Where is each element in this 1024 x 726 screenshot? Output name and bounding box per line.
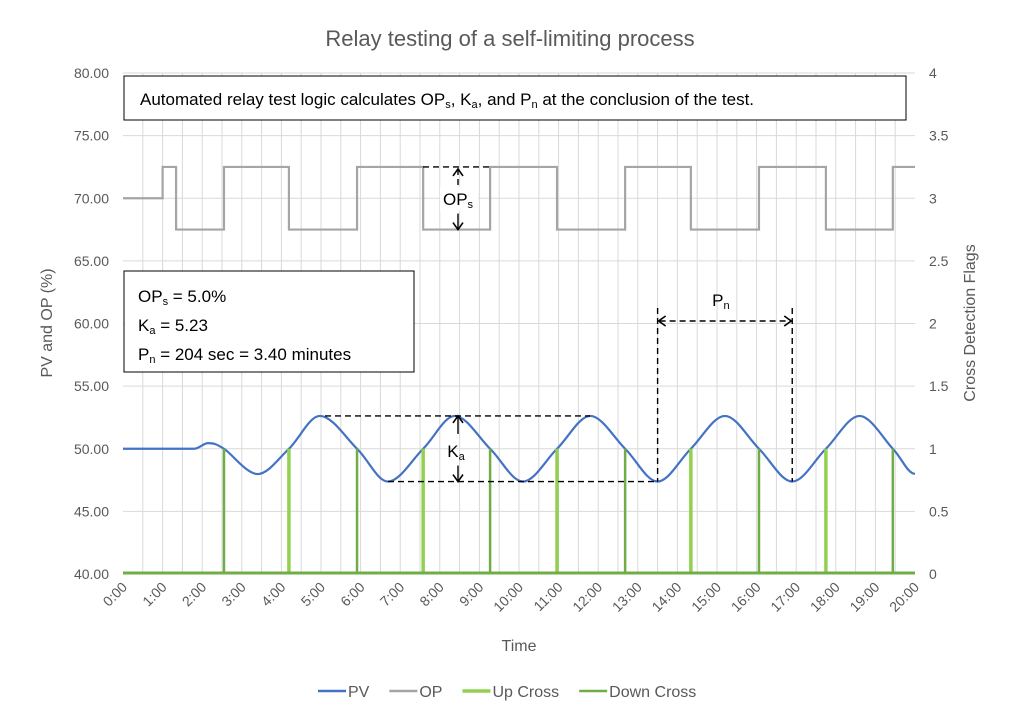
result-line: OPs = 5.0% xyxy=(138,287,226,308)
y-tick-label: 60.00 xyxy=(74,316,109,332)
y-tick-label: 65.00 xyxy=(74,253,109,269)
ops-arrow-up-icon xyxy=(452,167,464,177)
text-part: = 5.23 xyxy=(155,316,207,335)
x-tick-label: 6:00 xyxy=(337,579,368,610)
text-part: OP xyxy=(138,287,163,306)
legend-label-pv: PV xyxy=(348,684,370,701)
subscript: n xyxy=(724,300,730,312)
text-part: K xyxy=(447,442,459,461)
y2-tick-label: 1.5 xyxy=(929,378,949,394)
text-part: P xyxy=(712,291,723,310)
ops-arrow-down-icon xyxy=(452,222,464,231)
result-line: Ka = 5.23 xyxy=(138,316,208,337)
y-tick-label: 45.00 xyxy=(74,503,109,519)
x-tick-label: 16:00 xyxy=(728,579,764,615)
op-line xyxy=(123,165,915,231)
x-tick-label: 0:00 xyxy=(100,579,131,610)
x-tick-label: 17:00 xyxy=(767,579,803,615)
x-tick-label: 19:00 xyxy=(846,579,882,615)
x-tick-label: 14:00 xyxy=(648,579,684,615)
x-tick-label: 18:00 xyxy=(807,579,843,615)
annotations: Automated relay test logic calculates OP… xyxy=(123,75,907,483)
y2-tick-label: 3 xyxy=(929,190,937,206)
subscript: s xyxy=(445,99,451,111)
pn-arrow-right-icon xyxy=(783,315,793,327)
pn-arrow-left-icon xyxy=(657,315,667,327)
x-axis-title: Time xyxy=(502,638,537,655)
x-tick-label: 8:00 xyxy=(416,579,447,610)
y-tick-label: 40.00 xyxy=(74,566,109,582)
x-tick-label: 7:00 xyxy=(377,579,408,610)
y-tick-label: 70.00 xyxy=(74,190,109,206)
y2-tick-label: 0.5 xyxy=(929,503,949,519)
text-part: = 5.0% xyxy=(168,287,226,306)
result-line: Pn = 204 sec = 3.40 minutes xyxy=(138,345,351,366)
ops-label: OPs xyxy=(443,190,474,211)
subscript: a xyxy=(149,325,156,337)
top-note-box xyxy=(123,75,907,121)
legend-label-op: OP xyxy=(419,684,442,701)
x-tick-label: 20:00 xyxy=(886,579,922,615)
subscript: s xyxy=(468,199,474,211)
text-part: at the conclusion of the test. xyxy=(538,90,754,109)
legend-label-down-cross: Down Cross xyxy=(609,684,696,701)
x-tick-label: 15:00 xyxy=(688,579,724,615)
subscript: a xyxy=(472,99,479,111)
y-tick-label: 55.00 xyxy=(74,378,109,394)
y2-tick-label: 2 xyxy=(929,316,937,332)
x-tick-label: 2:00 xyxy=(179,579,210,610)
y2-tick-label: 2.5 xyxy=(929,253,949,269)
y2-tick-label: 0 xyxy=(929,566,937,582)
top-note-text: Automated relay test logic calculates OP… xyxy=(140,90,754,111)
y2-tick-label: 4 xyxy=(929,65,937,81)
text-part: , and P xyxy=(478,90,532,109)
text-part: OP xyxy=(443,190,468,209)
text-part: P xyxy=(138,345,149,364)
y-tick-label: 75.00 xyxy=(74,128,109,144)
y2-tick-label: 1 xyxy=(929,441,937,457)
text-part: Automated relay test logic calculates OP xyxy=(140,90,445,109)
ka-arrow-down-icon xyxy=(452,474,464,483)
x-tick-label: 4:00 xyxy=(258,579,289,610)
text-part: , K xyxy=(451,90,472,109)
y-tick-label: 50.00 xyxy=(74,441,109,457)
text-part: = 204 sec = 3.40 minutes xyxy=(155,345,351,364)
subscript: n xyxy=(532,99,538,111)
ka-label: Ka xyxy=(447,442,465,463)
results-box xyxy=(123,270,415,373)
y2-tick-label: 3.5 xyxy=(929,128,949,144)
subscript: s xyxy=(163,296,169,308)
x-tick-label: 12:00 xyxy=(569,579,605,615)
subscript: a xyxy=(459,451,466,463)
subscript: n xyxy=(149,354,155,366)
x-tick-label: 10:00 xyxy=(490,579,526,615)
pn-label: Pn xyxy=(712,291,729,312)
ka-arrow-up-icon xyxy=(452,414,464,424)
x-tick-label: 9:00 xyxy=(456,579,487,610)
ops-label-bg xyxy=(440,187,478,211)
y-tick-label: 80.00 xyxy=(74,65,109,81)
text-part: K xyxy=(138,316,150,335)
x-tick-label: 3:00 xyxy=(218,579,249,610)
y2-axis-title: Cross Detection Flags xyxy=(962,244,979,401)
legend-label-up-cross: Up Cross xyxy=(492,684,559,701)
legend: PV OP Up Cross Down Cross xyxy=(318,684,696,701)
x-tick-label: 11:00 xyxy=(530,579,566,615)
x-tick-label: 1:00 xyxy=(139,579,170,610)
x-tick-label: 13:00 xyxy=(609,579,645,615)
x-tick-label: 5:00 xyxy=(298,579,329,610)
chart-title: Relay testing of a self-limiting process xyxy=(325,26,694,51)
y-axis-title: PV and OP (%) xyxy=(39,268,56,377)
